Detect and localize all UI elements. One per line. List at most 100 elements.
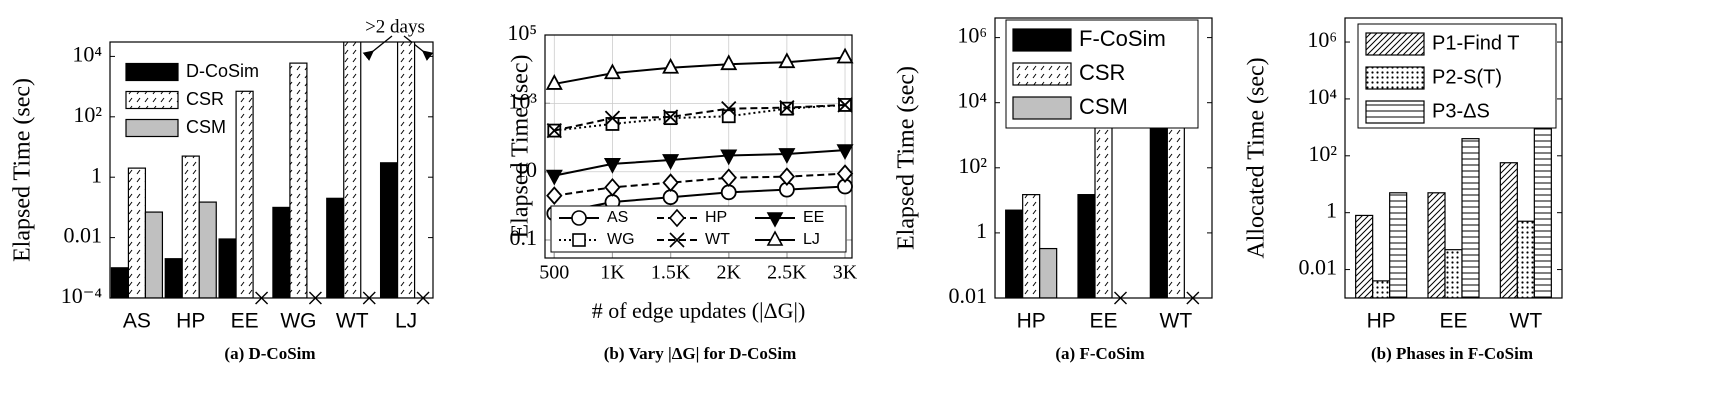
bar	[218, 238, 237, 298]
annotation: >2 days	[365, 16, 425, 37]
y-tick-label: 10⁶	[1307, 27, 1337, 52]
x-tick-label: 3K	[833, 262, 858, 284]
bar	[396, 42, 416, 298]
bar	[1389, 192, 1408, 298]
bar	[1516, 220, 1535, 298]
y-tick-label: 10⁶	[957, 23, 987, 48]
bar	[289, 62, 308, 298]
point	[766, 212, 784, 228]
y-tick-label: 0.01	[64, 223, 103, 248]
point	[603, 157, 621, 174]
point	[720, 184, 737, 201]
y-axis-label: Elapsed Time (sec)	[508, 55, 534, 239]
x-tick-label: 2.5K	[767, 262, 807, 284]
x-axis-label: # of edge updates (|ΔG|)	[592, 298, 806, 323]
legend-label: P1-Find T	[1432, 32, 1519, 54]
y-tick-label: 1	[976, 218, 987, 243]
legend-label: P2-S(T)	[1432, 66, 1502, 88]
bar	[164, 258, 183, 298]
point	[603, 63, 621, 80]
y-tick-label: 1	[91, 162, 102, 187]
bar	[198, 201, 217, 298]
bar	[272, 206, 291, 298]
legend-label: P3-ΔS	[1432, 100, 1490, 122]
point	[721, 109, 736, 124]
y-tick-label: 10	[515, 157, 537, 182]
line	[554, 56, 846, 85]
x-tick-label: EE	[231, 310, 259, 333]
y-tick-label: 1	[1326, 198, 1337, 223]
y-axis-label: Elapsed Time (sec)	[10, 78, 36, 262]
point	[766, 230, 784, 246]
point	[662, 173, 679, 193]
legend-swatch	[1365, 32, 1425, 56]
point	[778, 52, 796, 69]
y-tick-label: 10²	[958, 153, 987, 178]
line	[554, 103, 846, 132]
bar	[1444, 249, 1463, 298]
y-tick-label: 10⁴	[1307, 84, 1337, 109]
legend-label: D-CoSim	[186, 61, 259, 81]
point	[572, 233, 586, 247]
legend-swatch	[1012, 62, 1072, 86]
legend-swatch	[1365, 100, 1425, 124]
legend-box	[550, 205, 847, 253]
x-tick-label: HP	[1017, 310, 1046, 333]
y-tick-label: 10⁻⁴	[61, 283, 103, 308]
bar	[343, 42, 362, 298]
y-tick-label: 10²	[73, 102, 102, 127]
bar	[1355, 214, 1374, 298]
annotation-arrow	[362, 35, 393, 61]
y-tick-label: 0.01	[949, 283, 988, 308]
legend-label: LJ	[803, 231, 820, 248]
legend-label: HP	[705, 209, 727, 226]
point	[604, 177, 621, 197]
plot-frame	[994, 17, 1213, 299]
y-axis-label: Elapsed Time (sec)	[894, 66, 920, 250]
x-tick-label: 500	[539, 262, 569, 284]
point	[778, 167, 796, 186]
x-tick-label: WT	[1160, 310, 1193, 333]
x-tick-label: WG	[280, 310, 316, 333]
x-tick-label: EE	[1439, 310, 1467, 333]
point	[836, 164, 854, 184]
point	[836, 47, 854, 64]
point	[546, 186, 563, 206]
legend-label: CSR	[1079, 60, 1125, 85]
point	[662, 109, 679, 125]
point	[720, 168, 737, 188]
point	[571, 210, 587, 226]
y-tick-label: 10⁵	[507, 20, 537, 45]
y-axis-label: Allocated Time (sec)	[1244, 57, 1270, 258]
bar	[1022, 194, 1041, 298]
bar	[1094, 113, 1113, 298]
point	[669, 232, 685, 248]
x-tick-label: 2K	[717, 262, 742, 284]
caption: (a) F-CoSim	[1055, 344, 1144, 363]
point	[778, 148, 796, 164]
point	[545, 74, 563, 90]
point	[836, 144, 854, 160]
y-tick-label: 0.1	[510, 225, 538, 250]
legend-label: WT	[705, 231, 730, 248]
point	[721, 101, 737, 117]
bar	[379, 162, 399, 298]
bar	[127, 167, 147, 298]
legend-swatch	[125, 62, 179, 82]
legend-label: CSR	[186, 89, 224, 109]
bar	[110, 267, 130, 298]
x-tick-label: 1.5K	[651, 262, 691, 284]
point	[662, 154, 680, 170]
line	[554, 172, 846, 197]
legend-swatch	[125, 118, 179, 138]
point	[545, 169, 563, 186]
y-tick-label: 10⁴	[957, 88, 987, 113]
point	[546, 122, 562, 139]
x-tick-label: LJ	[395, 310, 417, 333]
bar	[1427, 192, 1446, 298]
line	[554, 185, 846, 215]
point	[668, 208, 686, 228]
bar	[144, 211, 164, 298]
legend-swatch	[1012, 28, 1072, 52]
